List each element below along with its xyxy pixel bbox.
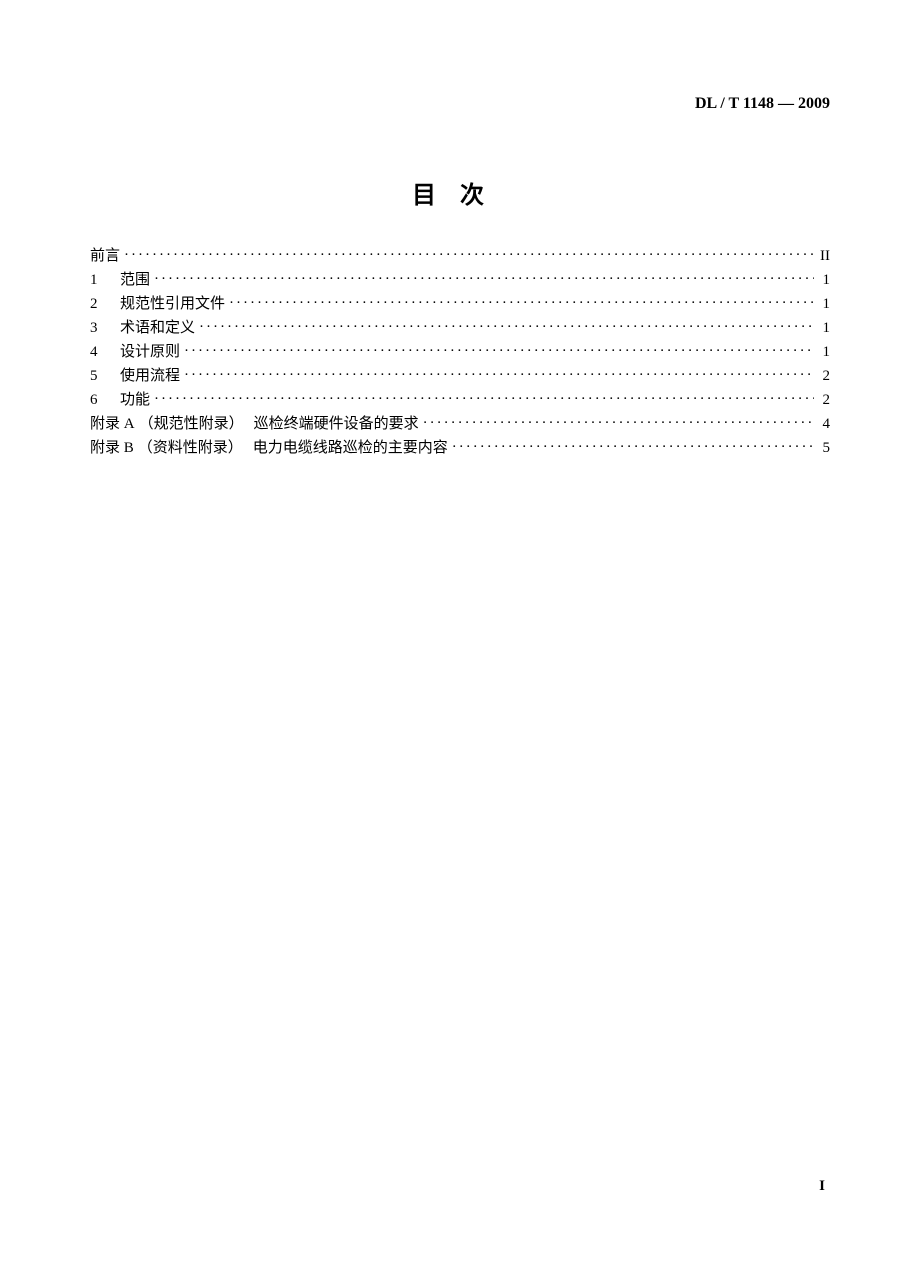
toc-entry: 5 使用流程 ·································… xyxy=(90,365,830,388)
toc-page: 2 xyxy=(818,365,830,388)
toc-container: 前言 ·····································… xyxy=(90,245,830,461)
toc-dots: ········································… xyxy=(452,436,814,459)
toc-dots: ········································… xyxy=(184,364,814,387)
toc-appendix-prefix: 附录 B xyxy=(90,437,134,460)
toc-label: 设计原则 xyxy=(120,341,180,364)
toc-label: 规范性引用文件 xyxy=(120,293,225,316)
page-number: I xyxy=(819,1178,825,1195)
toc-appendix-label: 巡检终端硬件设备的要求 xyxy=(254,413,419,436)
toc-dots: ········································… xyxy=(154,388,814,411)
page-title: 目次 xyxy=(0,175,920,210)
toc-page: 1 xyxy=(818,317,830,340)
toc-page: 1 xyxy=(818,341,830,364)
toc-appendix-type: （规范性附录） xyxy=(139,413,244,436)
toc-entry: 6 功能 ···································… xyxy=(90,389,830,412)
toc-dots: ········································… xyxy=(184,340,814,363)
toc-entry: 1 范围 ···································… xyxy=(90,269,830,292)
toc-label: 范围 xyxy=(120,269,150,292)
toc-entry: 4 设计原则 ·································… xyxy=(90,341,830,364)
toc-appendix-type: （资料性附录） xyxy=(138,437,243,460)
toc-num: 6 xyxy=(90,389,110,412)
toc-num: 3 xyxy=(90,317,110,340)
toc-page: 2 xyxy=(818,389,830,412)
toc-appendix-prefix: 附录 A xyxy=(90,413,135,436)
toc-num: 1 xyxy=(90,269,110,292)
toc-label: 前言 xyxy=(90,245,120,268)
toc-entry: 3 术语和定义 ································… xyxy=(90,317,830,340)
standard-code-header: DL / T 1148 — 2009 xyxy=(695,95,830,113)
toc-appendix-entry: 附录 A （规范性附录） 巡检终端硬件设备的要求 ···············… xyxy=(90,413,830,436)
toc-page: 1 xyxy=(818,293,830,316)
toc-label: 术语和定义 xyxy=(120,317,195,340)
toc-appendix-label: 电力电缆线路巡检的主要内容 xyxy=(253,437,448,460)
toc-dots: ········································… xyxy=(423,412,814,435)
toc-appendix-entry: 附录 B （资料性附录） 电力电缆线路巡检的主要内容 ·············… xyxy=(90,437,830,460)
toc-entry: 前言 ·····································… xyxy=(90,245,830,268)
toc-page: 5 xyxy=(818,437,830,460)
toc-num: 2 xyxy=(90,293,110,316)
toc-label: 使用流程 xyxy=(120,365,180,388)
toc-dots: ········································… xyxy=(199,316,814,339)
toc-num: 5 xyxy=(90,365,110,388)
toc-num: 4 xyxy=(90,341,110,364)
toc-dots: ········································… xyxy=(154,268,814,291)
toc-dots: ········································… xyxy=(229,292,814,315)
toc-page: 4 xyxy=(818,413,830,436)
toc-page: II xyxy=(818,245,830,268)
toc-entry: 2 规范性引用文件 ······························… xyxy=(90,293,830,316)
toc-dots: ········································… xyxy=(124,244,814,267)
toc-page: 1 xyxy=(818,269,830,292)
toc-label: 功能 xyxy=(120,389,150,412)
